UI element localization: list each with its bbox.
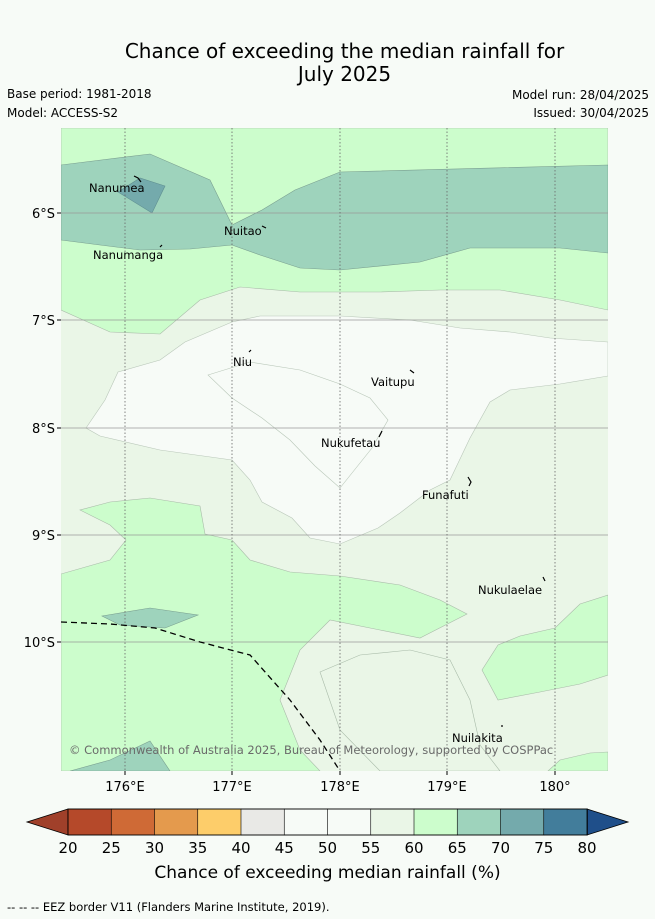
label-nuilakita: Nuilakita: [452, 731, 503, 745]
eez-legend-note: -- -- -- EEZ border V11 (Flanders Marine…: [7, 900, 330, 914]
lon-label-179e: 179°E: [427, 780, 467, 795]
colorbar-tick-labels: 20 25 30 35 40 45 50 55 60 65 70 75 80: [58, 839, 596, 857]
colorbar-segment-25-30: [110, 808, 156, 836]
label-niu: Niu: [233, 355, 252, 369]
island-nukufetau: [378, 430, 383, 438]
lon-label-176e: 176°E: [105, 780, 145, 795]
island-nanumea: [133, 175, 142, 183]
base-period: Base period: 1981-2018: [7, 87, 152, 101]
copyright-notice: © Commonwealth of Australia 2025, Bureau…: [69, 743, 553, 757]
colorbar-segment-45-50: [283, 808, 329, 836]
region-65-70-band: [61, 153, 608, 271]
colorbar-label: Chance of exceeding median rainfall (%): [154, 863, 501, 883]
issued-date: Issued: 30/04/2025: [533, 106, 649, 120]
map-plot-area: Nanumea Nuitao Nanumanga Niu Vaitupu Nuk…: [61, 128, 608, 771]
island-nukulaelae: [542, 576, 546, 582]
title-line-1: Chance of exceeding the median rainfall …: [124, 39, 565, 63]
colorbar-under-arrow: [25, 808, 69, 836]
island-nuitao: [261, 225, 267, 229]
colorbar-frame: [67, 808, 588, 836]
colorbar-segment-65-70: [456, 808, 502, 836]
label-nukufetau: Nukufetau: [321, 436, 380, 450]
lat-label-6s: 6°S: [32, 207, 55, 222]
label-nukulaelae: Nukulaelae: [478, 583, 542, 597]
title-line-2: July 2025: [297, 62, 392, 86]
region-65-70-patch-1: [101, 607, 200, 629]
colorbar-segment-75-80: [543, 808, 588, 836]
islands: [133, 175, 546, 727]
colorbar-tick-30: 30: [145, 839, 164, 857]
colorbar-tick-80: 80: [577, 839, 596, 857]
region-60-65-southeast: [481, 594, 608, 701]
lat-label-9s: 9°S: [32, 529, 55, 544]
eez-border: [61, 621, 341, 771]
gridlines: [61, 212, 608, 643]
label-vaitupu: Vaitupu: [371, 375, 415, 389]
region-65-70-patch-2: [69, 740, 171, 771]
colorbar-segments: [67, 808, 588, 836]
colorbar-tick-70: 70: [491, 839, 510, 857]
label-nanumanga: Nanumanga: [93, 248, 163, 262]
model-name: Model: ACCESS-S2: [7, 106, 119, 120]
island-funafuti: [467, 476, 472, 487]
meridians: [124, 128, 556, 771]
colorbar-tick-35: 35: [188, 839, 207, 857]
colorbar-tick-55: 55: [361, 839, 380, 857]
lon-labels: 176°E 177°E 178°E 179°E 180°: [105, 780, 570, 795]
lon-ticks: [124, 771, 556, 775]
colorbar-tick-40: 40: [231, 839, 250, 857]
colorbar-segment-20-25: [67, 808, 113, 836]
colorbar-segment-70-75: [500, 808, 545, 836]
colorbar-tick-60: 60: [404, 839, 423, 857]
island-vaitupu: [409, 369, 415, 374]
lon-label-178e: 178°E: [320, 780, 360, 795]
colorbar-segment-35-40: [197, 808, 242, 836]
chart-title: Chance of exceeding the median rainfall …: [0, 40, 655, 86]
colorbar: 20 25 30 35 40 45 50 55 60 65 70 75 80: [25, 808, 630, 857]
colorbar-tick-75: 75: [534, 839, 553, 857]
colorbar-over-arrow: [586, 808, 630, 836]
colorbar-tick-45: 45: [275, 839, 294, 857]
colorbar-segment-40-45: [240, 808, 286, 836]
colorbar-segment-55-60: [370, 808, 415, 836]
colorbar-tick-25: 25: [102, 839, 121, 857]
colorbar-tick-20: 20: [58, 839, 77, 857]
colorbar-segment-60-65: [413, 808, 459, 836]
region-60-65-corner: [547, 751, 608, 771]
label-nuitao: Nuitao: [224, 224, 262, 238]
contour-inner: [207, 361, 389, 489]
region-55-60-south-lobe: [319, 649, 501, 771]
place-labels: Nanumea Nuitao Nanumanga Niu Vaitupu Nuk…: [89, 181, 542, 745]
island-nanumanga: [159, 244, 163, 248]
label-funafuti: Funafuti: [422, 488, 469, 502]
colorbar-tick-65: 65: [448, 839, 467, 857]
lat-label-7s: 7°S: [32, 314, 55, 329]
colorbar-tick-50: 50: [318, 839, 337, 857]
label-nanumea: Nanumea: [89, 181, 145, 195]
colorbar-segment-30-35: [154, 808, 199, 836]
lat-ticks: [57, 212, 61, 643]
colorbar-segment-50-55: [327, 808, 372, 836]
island-niu: [248, 349, 252, 353]
lat-labels: 6°S 7°S 8°S 9°S 10°S: [24, 207, 55, 651]
lon-label-180: 180°: [539, 780, 570, 795]
region-70-75-nanumea: [117, 177, 166, 214]
lat-label-8s: 8°S: [32, 422, 55, 437]
lon-label-177e: 177°E: [212, 780, 252, 795]
lat-label-10s: 10°S: [24, 636, 55, 651]
model-run: Model run: 28/04/2025: [511, 88, 649, 102]
